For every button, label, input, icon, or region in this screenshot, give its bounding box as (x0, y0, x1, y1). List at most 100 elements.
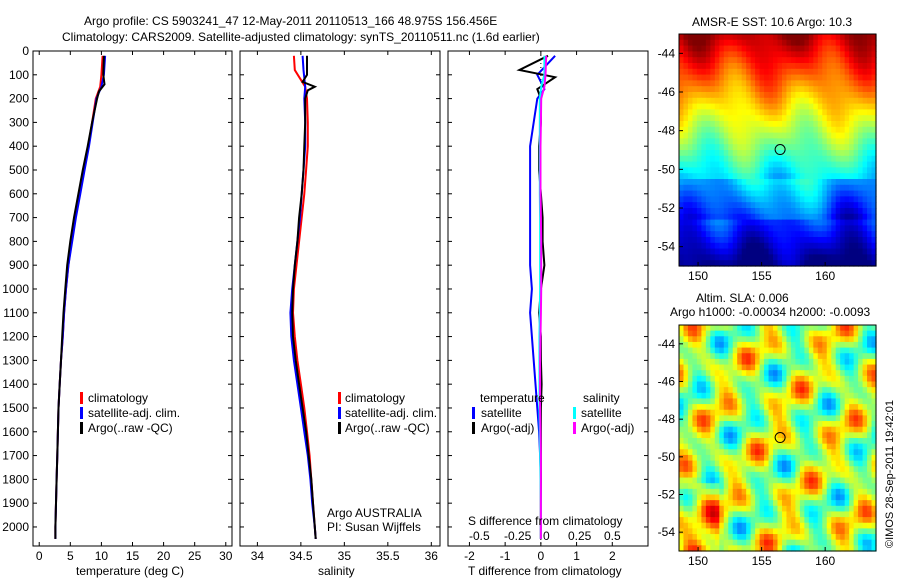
heatmap-cell (692, 242, 698, 250)
heatmap-cell (831, 353, 837, 360)
heatmap-cell (844, 68, 850, 76)
heatmap-cell (777, 454, 783, 462)
lat-tick-label: -50 (658, 162, 676, 176)
heatmap-cell (781, 443, 788, 450)
heatmap-cell (679, 336, 685, 343)
heatmap-cell (696, 219, 702, 226)
heatmap-cell (687, 500, 694, 507)
heatmap-cell (795, 97, 801, 105)
heatmap-cell (746, 57, 752, 64)
heatmap-cell (714, 358, 720, 366)
heatmap-cell (705, 184, 711, 192)
heatmap-cell (790, 225, 797, 232)
heatmap-cell (728, 254, 734, 261)
heatmap-cell (750, 505, 756, 513)
heatmap-cell (795, 449, 801, 456)
heatmap-cell (781, 80, 788, 87)
heatmap-cell (696, 109, 702, 116)
heatmap-cell (790, 132, 797, 139)
heatmap-cell (813, 415, 819, 422)
heatmap-cell (853, 121, 859, 128)
heatmap-cell (701, 545, 707, 552)
heatmap-cell (750, 173, 756, 180)
heatmap-cell (849, 155, 855, 163)
lon-tick-label: 155 (752, 554, 772, 568)
argo-float-marker (774, 144, 786, 156)
heatmap-cell (858, 505, 864, 513)
heatmap-cell (710, 421, 716, 428)
heatmap-cell (746, 173, 752, 180)
s-diff-tick-4: 0.25 (568, 529, 592, 543)
heatmap-cell (768, 341, 774, 349)
heatmap-cell (849, 254, 855, 261)
heatmap-cell (696, 51, 702, 58)
heatmap-cell (728, 545, 734, 552)
heatmap-cell (746, 144, 752, 151)
heatmap-cell (750, 471, 756, 479)
heatmap-cell (871, 126, 877, 134)
heatmap-cell (813, 438, 819, 445)
heatmap-cell (804, 534, 810, 541)
heatmap-cell (687, 494, 694, 501)
heatmap-cell (692, 370, 698, 377)
heatmap-cell (723, 483, 729, 490)
heatmap-cell (858, 500, 864, 507)
heatmap-cell (777, 155, 783, 163)
heatmap-cell (696, 161, 702, 168)
heatmap-cell (817, 477, 823, 484)
heatmap-cell (679, 103, 685, 110)
heatmap-cell (777, 426, 783, 433)
heatmap-cell (786, 353, 792, 360)
heatmap-cell (710, 471, 716, 479)
x-tick-label: -1 (500, 549, 511, 563)
heatmap-cell (732, 505, 738, 513)
heatmap-cell (737, 534, 743, 541)
heatmap-cell (867, 358, 873, 366)
heatmap-cell (679, 404, 685, 411)
heatmap-cell (831, 254, 837, 261)
heatmap-cell (781, 92, 788, 99)
heatmap-cell (840, 511, 846, 518)
heatmap-cell (790, 196, 797, 203)
lon-tick-label: 150 (688, 554, 708, 568)
heatmap-cell (795, 432, 801, 439)
heatmap-cell (786, 179, 792, 186)
heatmap-cell (813, 460, 819, 467)
heatmap-cell (723, 471, 729, 479)
heatmap-cell (732, 483, 738, 490)
heatmap-cell (858, 426, 864, 433)
heatmap-cell (835, 449, 841, 456)
heatmap-cell (862, 115, 868, 122)
heatmap-cell (737, 449, 743, 456)
heatmap-cell (764, 242, 770, 250)
heatmap-cell (831, 387, 837, 394)
heatmap-cell (853, 528, 859, 535)
heatmap-cell (741, 184, 747, 192)
heatmap-cell (692, 517, 698, 524)
heatmap-cell (777, 494, 783, 501)
heatmap-cell (741, 432, 747, 439)
heatmap-cell (696, 173, 702, 180)
heatmap-cell (750, 150, 756, 157)
heatmap-cell (701, 92, 707, 99)
heatmap-cell (755, 144, 761, 151)
heatmap-cell (786, 387, 792, 394)
heatmap-cell (755, 242, 761, 250)
heatmap-cell (768, 254, 774, 261)
heatmap-cell (696, 387, 702, 394)
heatmap-cell (813, 74, 819, 81)
heatmap-cell (755, 63, 761, 70)
heatmap-cell (714, 375, 720, 383)
heatmap-cell (822, 208, 828, 215)
heatmap-cell (719, 92, 725, 99)
heatmap-cell (786, 68, 792, 76)
heatmap-cell (777, 438, 783, 445)
heatmap-cell (679, 213, 685, 221)
heatmap-cell (692, 381, 698, 388)
heatmap-cell (813, 398, 819, 405)
heatmap-cell (822, 375, 828, 383)
heatmap-cell (737, 45, 743, 52)
heatmap-cell (768, 208, 774, 215)
heatmap-cell (813, 208, 819, 215)
heatmap-cell (781, 155, 788, 163)
